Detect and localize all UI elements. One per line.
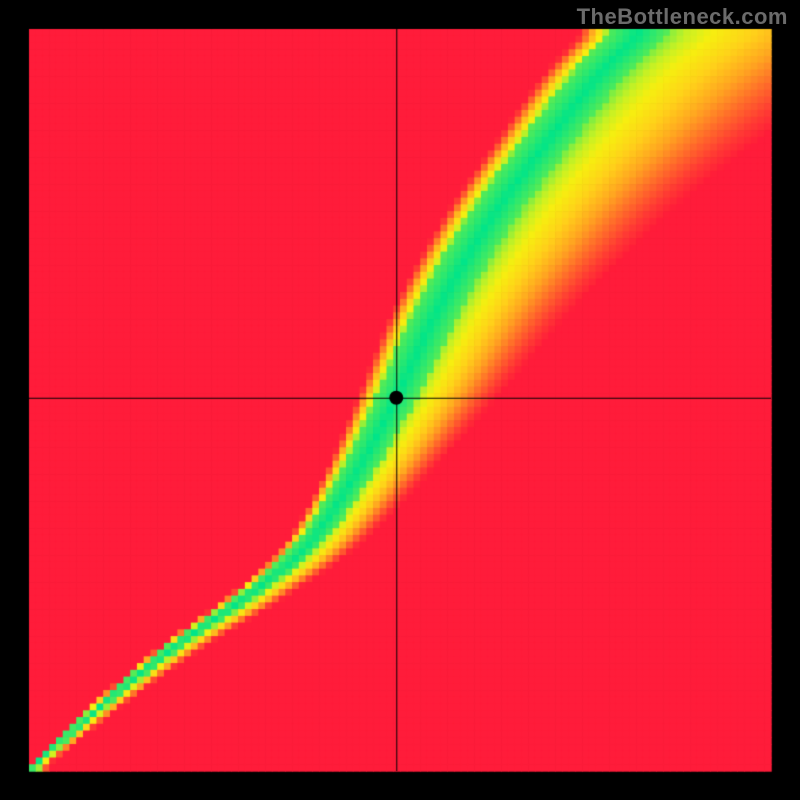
chart-container: TheBottleneck.com: [0, 0, 800, 800]
heatmap-canvas: [0, 0, 800, 800]
watermark-text: TheBottleneck.com: [577, 4, 788, 30]
